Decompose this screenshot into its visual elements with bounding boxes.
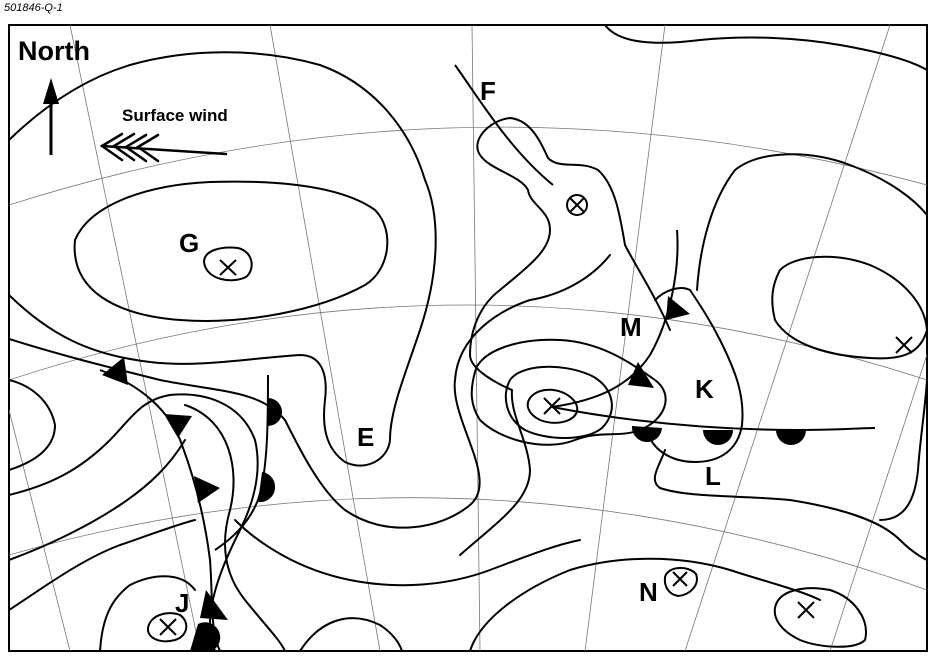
warm-front-semicircle xyxy=(631,426,662,443)
high-centre-circled-cross-icon xyxy=(566,194,588,216)
cold-front xyxy=(551,229,679,408)
isobar xyxy=(9,51,437,467)
isobar xyxy=(663,567,698,597)
isobar xyxy=(9,254,611,529)
question-id: 501846-Q-1 xyxy=(4,2,63,14)
isobar xyxy=(653,449,927,561)
isobar xyxy=(99,575,196,651)
fronts xyxy=(99,64,876,651)
graticule-meridian xyxy=(471,25,481,651)
surface-wind-label: Surface wind xyxy=(122,106,228,125)
low-centre-cross-icon xyxy=(543,397,561,415)
warm-front-semicircle xyxy=(776,430,806,445)
isobar xyxy=(299,617,403,651)
label-n: N xyxy=(639,577,658,607)
isobar xyxy=(459,117,671,556)
trough-line xyxy=(454,64,554,186)
cold-front-triangle xyxy=(628,362,654,388)
cold-front-triangle xyxy=(666,296,690,320)
graticule xyxy=(9,25,927,651)
low-centre-cross-icon xyxy=(895,336,913,354)
label-j: J xyxy=(175,588,189,618)
graticule-meridian xyxy=(584,25,666,651)
isobar xyxy=(696,153,927,291)
low-centre-cross-icon xyxy=(159,618,177,636)
warm-front xyxy=(551,406,876,432)
isobar xyxy=(469,557,821,651)
isobar xyxy=(9,439,186,561)
isobar xyxy=(504,365,613,439)
warm-front-semicircle xyxy=(268,398,282,426)
label-l: L xyxy=(705,461,721,491)
cold-front-triangle xyxy=(102,357,128,385)
label-g: G xyxy=(179,228,199,258)
isobar xyxy=(526,388,579,424)
isobar xyxy=(146,612,188,643)
graticule-parallel xyxy=(9,304,927,381)
map-frame xyxy=(8,24,928,652)
label-e: E xyxy=(357,422,374,452)
wind-arrow-icon xyxy=(99,132,228,163)
label-m: M xyxy=(620,312,642,342)
label-f: F xyxy=(480,76,496,106)
isobar xyxy=(779,255,927,331)
cold-front-triangle xyxy=(194,476,220,503)
isobar xyxy=(879,379,927,521)
isobar xyxy=(771,269,927,360)
graticule-parallel xyxy=(9,497,927,591)
low-centre-cross-icon xyxy=(797,601,815,619)
graticule-meridian xyxy=(829,353,927,651)
isobars xyxy=(9,25,927,651)
isobar xyxy=(184,404,286,651)
cold-front-triangle xyxy=(164,414,192,438)
isobar xyxy=(73,180,389,322)
label-k: K xyxy=(695,374,714,404)
isobar xyxy=(647,287,744,463)
graticule-meridian xyxy=(684,25,891,651)
low-centre-cross-icon xyxy=(672,571,688,587)
north-label: North xyxy=(18,36,90,66)
isobar xyxy=(773,587,867,648)
warm-front-semicircle xyxy=(258,472,276,503)
low-centre-cross-icon xyxy=(219,259,237,276)
cold-front-triangle xyxy=(200,590,228,620)
north-arrow-icon xyxy=(43,78,59,155)
isobar xyxy=(234,519,581,587)
isobar xyxy=(9,379,56,471)
pressure-centres xyxy=(159,194,913,636)
isobar xyxy=(203,246,253,282)
isobar xyxy=(9,519,196,611)
graticule-meridian xyxy=(9,409,71,651)
warm-front-semicircle xyxy=(190,622,221,651)
graticule-meridian xyxy=(269,25,381,651)
graticule-parallel xyxy=(9,126,927,206)
warm-front-semicircle xyxy=(703,430,733,445)
isobar xyxy=(604,25,927,71)
graticule-meridian xyxy=(69,25,201,651)
